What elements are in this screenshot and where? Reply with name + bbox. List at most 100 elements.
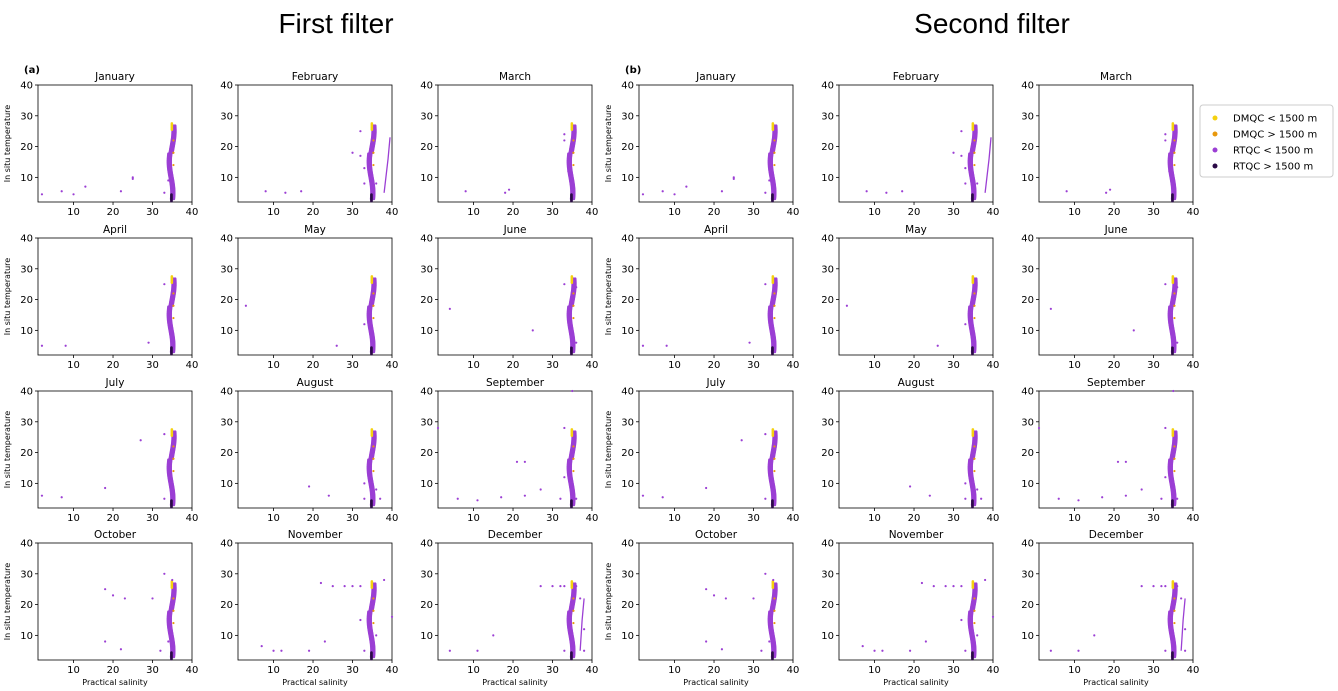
dmqc-deep-point	[572, 292, 575, 295]
dmqc-deep-point	[773, 163, 776, 167]
rtqc-outlier-point	[383, 578, 386, 582]
x-tick-label: 30	[1147, 360, 1160, 371]
rtqc-shallow-point	[373, 277, 377, 280]
dmqc-deep-point	[372, 151, 375, 154]
y-tick-label: 30	[420, 111, 433, 122]
rtqc-outlier-point	[1164, 133, 1167, 136]
rtqc-shallow-point	[774, 430, 778, 433]
dmqc-deep-point	[372, 609, 375, 612]
x-tick-label: 20	[908, 513, 921, 524]
rtqc-outlier-point	[331, 585, 334, 588]
x-tick-label: 10	[67, 360, 80, 371]
rtqc-deep-point	[370, 651, 373, 654]
subplot-title: March	[1100, 71, 1132, 83]
rtqc-outlier-point	[1108, 188, 1112, 191]
rtqc-outlier-point	[375, 488, 378, 491]
rtqc-outlier-point	[1176, 341, 1179, 344]
y-tick-label: 20	[420, 448, 433, 459]
subplot-frame	[37, 84, 193, 203]
x-tick-label: 20	[107, 360, 120, 371]
dmqc-deep-point	[172, 292, 175, 295]
subplot-frame	[437, 237, 593, 356]
dmqc-deep-point	[973, 316, 976, 320]
dmqc-deep-point	[572, 316, 575, 320]
x-axis-label: Practical salinity	[282, 678, 348, 687]
y-tick-label: 30	[420, 569, 433, 580]
rtqc-outlier-point	[772, 488, 775, 491]
subplot-title: January	[94, 71, 135, 83]
subplot-title: December	[488, 529, 543, 541]
subplot-title: February	[292, 71, 339, 83]
y-tick-label: 30	[20, 417, 33, 428]
dmqc-deep-point	[372, 163, 375, 167]
x-tick-label: 10	[267, 665, 280, 676]
rtqc-outlier-point	[72, 193, 75, 196]
dmqc-deep-point	[773, 151, 776, 154]
rtqc-deep-point	[570, 651, 573, 654]
y-tick-label: 40	[1021, 234, 1034, 245]
x-tick-label: 20	[1108, 360, 1121, 371]
rtqc-outlier-point	[363, 497, 366, 500]
x-tick-label: 30	[747, 360, 760, 371]
dmqc-deep-point	[572, 469, 575, 473]
subplot-frame	[437, 84, 593, 203]
rtqc-outlier-point	[500, 496, 503, 499]
x-tick-label: 20	[507, 513, 520, 524]
dmqc-shallow-point	[570, 580, 574, 583]
y-tick-label: 40	[20, 539, 33, 550]
rtqc-outlier-point	[523, 494, 526, 497]
rtqc-shallow-point	[774, 277, 778, 280]
rtqc-shallow-point	[1174, 124, 1178, 127]
rtqc-deep-point	[170, 193, 173, 196]
rtqc-outlier-point	[363, 182, 366, 185]
rtqc-shallow-point	[173, 124, 177, 127]
rtqc-outlier-point	[641, 193, 645, 196]
rtqc-outlier-point	[363, 323, 366, 326]
rtqc-outlier-point	[583, 628, 586, 631]
x-tick-label: 40	[787, 513, 800, 524]
dmqc-deep-point	[773, 316, 776, 320]
rtqc-deep-point	[370, 346, 373, 349]
dmqc-deep-point	[172, 151, 175, 154]
dmqc-deep-point	[773, 457, 776, 460]
x-tick-label: 30	[346, 207, 359, 218]
dmqc-deep-point	[1173, 316, 1176, 320]
x-tick-label: 20	[708, 513, 721, 524]
rtqc-outlier-point	[885, 191, 888, 194]
rtqc-outlier-point	[104, 486, 107, 490]
x-tick-label: 20	[107, 207, 120, 218]
y-tick-label: 10	[20, 631, 33, 642]
y-tick-label: 10	[821, 479, 834, 490]
rtqc-deep-point	[971, 193, 974, 196]
rtqc-outlier-point	[952, 151, 955, 154]
y-tick-label: 10	[821, 173, 834, 184]
rtqc-outlier-point	[307, 649, 311, 652]
y-tick-label: 10	[20, 326, 33, 337]
x-tick-label: 10	[668, 360, 681, 371]
y-tick-label: 10	[220, 326, 233, 337]
dmqc-deep-point	[172, 621, 175, 625]
rtqc-shallow-point	[173, 277, 177, 280]
rtqc-outlier-point	[492, 634, 495, 637]
y-tick-label: 30	[420, 264, 433, 275]
dmqc-deep-point	[172, 609, 175, 612]
rtqc-outlier-point	[960, 154, 963, 157]
x-tick-label: 40	[987, 360, 1000, 371]
dmqc-deep-point	[773, 139, 776, 142]
y-tick-label: 10	[1021, 173, 1034, 184]
dmqc-shallow-point	[1171, 275, 1175, 278]
rtqc-outlier-point	[40, 193, 44, 196]
subplot-frame	[37, 237, 193, 356]
dmqc-deep-point	[572, 457, 575, 460]
x-tick-label: 20	[908, 207, 921, 218]
rtqc-outlier-point	[764, 433, 767, 436]
y-tick-label: 40	[420, 234, 433, 245]
y-tick-label: 20	[420, 600, 433, 611]
dmqc-deep-point	[1173, 292, 1176, 295]
rtqc-outlier-point	[363, 167, 366, 170]
rtqc-outlier-point	[559, 585, 562, 588]
x-tick-label: 30	[346, 360, 359, 371]
rtqc-outlier-point	[379, 497, 382, 500]
